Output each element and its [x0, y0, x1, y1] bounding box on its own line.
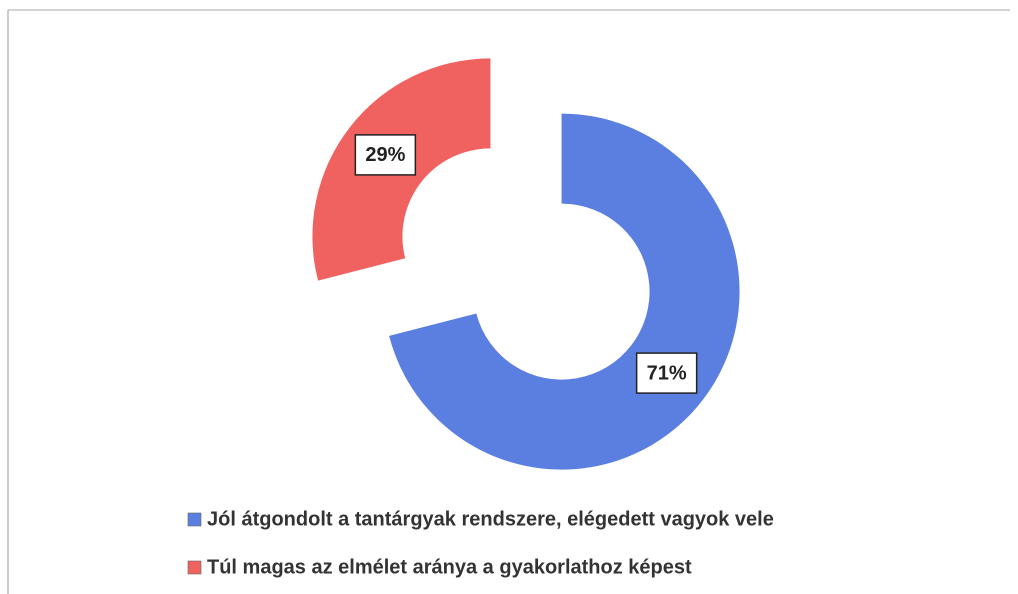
data-label: 71%	[647, 362, 687, 384]
donut-slice	[389, 113, 740, 470]
data-label-box	[635, 352, 698, 394]
data-label: 29%	[365, 144, 405, 166]
legend-swatch	[187, 512, 202, 527]
legend-label: Túl magas az elmélet aránya a gyakorlath…	[207, 556, 692, 578]
legend-label: Jól átgondolt a tantárgyak rendszere, el…	[207, 508, 774, 530]
data-label-box	[354, 134, 417, 176]
legend-swatch	[187, 560, 202, 575]
